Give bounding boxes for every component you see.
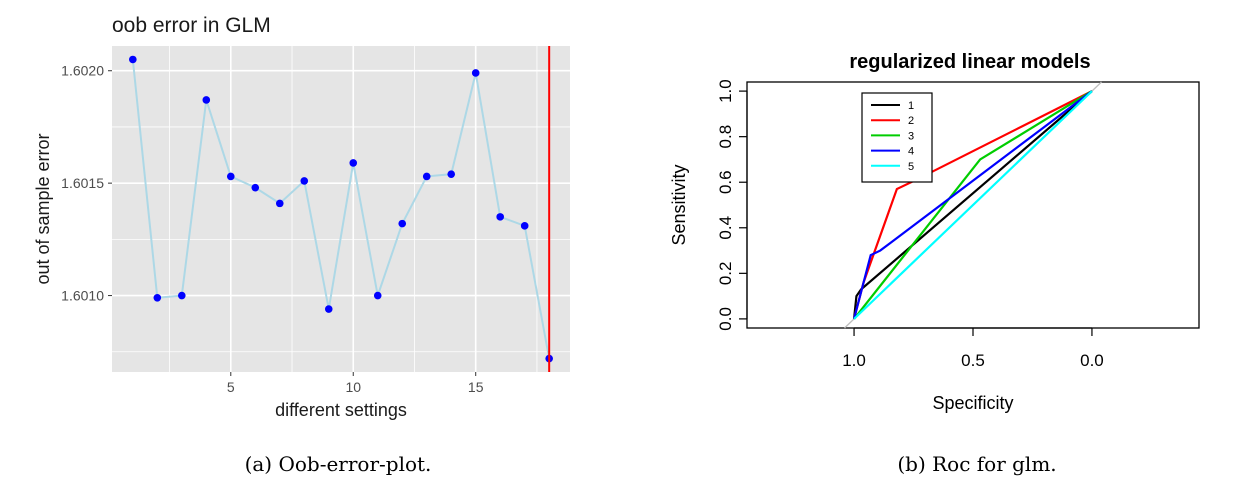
chart-a-point	[349, 159, 358, 167]
chart-b-ylabel: Sensitivity	[669, 164, 689, 245]
chart-a-y-ticks: 1.6010 1.6015 1.6020	[61, 63, 112, 304]
chart-a-x-tick-label: 5	[227, 379, 235, 395]
chart-a-point	[447, 170, 456, 178]
chart-b-caption: (b) Roc for glm.	[897, 452, 1056, 476]
chart-a-title: oob error in GLM	[112, 14, 271, 37]
chart-a-x-tick-label: 15	[468, 379, 484, 395]
chart-a-x-ticks: 5 10 15	[227, 372, 484, 395]
oob-error-chart: oob error in GLM 5 10 15 1.6010 1.6015 1.602…	[33, 14, 570, 476]
chart-b-legend-label: 3	[908, 130, 914, 142]
chart-a-xlabel: different settings	[275, 400, 407, 420]
chart-b-legend: 1 2 3 4 5	[861, 92, 933, 183]
chart-a-points	[129, 55, 553, 363]
chart-a-y-tick-label: 1.6015	[61, 175, 104, 191]
chart-a-point	[178, 291, 186, 300]
chart-b-title: regularized linear models	[849, 51, 1090, 73]
chart-b-x-tick-label: 1.0	[842, 351, 866, 370]
chart-a-point	[398, 219, 407, 228]
chart-b-legend-label: 2	[908, 115, 914, 127]
chart-b-y-tick-label: 0.0	[716, 307, 735, 331]
chart-a-point	[202, 96, 211, 104]
chart-b-y-axis: 0.0 0.2 0.4 0.6 0.8 1.0	[716, 79, 748, 331]
chart-a-ylabel: out of sample error	[33, 133, 53, 284]
chart-a-point	[496, 213, 504, 221]
chart-b-series-line-4	[852, 90, 1093, 320]
chart-a-caption: (a) Oob-error-plot.	[245, 452, 432, 476]
chart-a-panel	[112, 46, 570, 372]
chart-a-x-tick-label: 10	[345, 379, 361, 395]
chart-b-series-line-5	[853, 90, 1093, 320]
chart-a-point	[251, 183, 260, 192]
chart-b-y-tick-label: 1.0	[716, 79, 735, 103]
chart-a-point	[153, 294, 162, 302]
chart-a-point	[129, 55, 137, 64]
chart-b-y-tick-label: 0.4	[716, 216, 735, 240]
chart-b-x-axis: 1.0 0.5 0.0	[842, 327, 1104, 370]
chart-a-point	[226, 172, 235, 181]
chart-a-point	[300, 177, 309, 185]
chart-b-legend-box	[861, 92, 933, 183]
chart-b-legend-label: 4	[908, 146, 914, 158]
chart-b-xlabel: Specificity	[932, 393, 1013, 413]
chart-b-series	[852, 90, 1093, 320]
chart-a-y-tick-label: 1.6010	[61, 288, 104, 304]
chart-a-point	[324, 305, 333, 313]
chart-a-point	[373, 291, 382, 300]
roc-chart: regularized linear models 1.0 0.5 0.0 0.00…	[669, 51, 1200, 476]
chart-b-legend-label: 5	[908, 161, 914, 173]
chart-b-x-tick-label: 0.5	[961, 351, 985, 370]
chart-a-point	[275, 199, 284, 208]
chart-a-y-tick-label: 1.6020	[61, 63, 104, 79]
chart-a-point	[520, 222, 529, 230]
chart-b-legend-label: 1	[908, 100, 914, 112]
chart-b-y-tick-label: 0.8	[716, 125, 735, 149]
chart-a-point	[422, 172, 431, 181]
chart-a-point	[471, 69, 480, 77]
chart-b-series-line-3	[853, 90, 1093, 320]
chart-b-y-tick-label: 0.2	[716, 262, 735, 286]
chart-a-series-line	[131, 59, 551, 359]
chart-b-x-tick-label: 0.0	[1080, 351, 1104, 370]
chart-b-y-tick-label: 0.6	[716, 170, 735, 194]
chart-b-series-line-1	[852, 90, 1093, 320]
